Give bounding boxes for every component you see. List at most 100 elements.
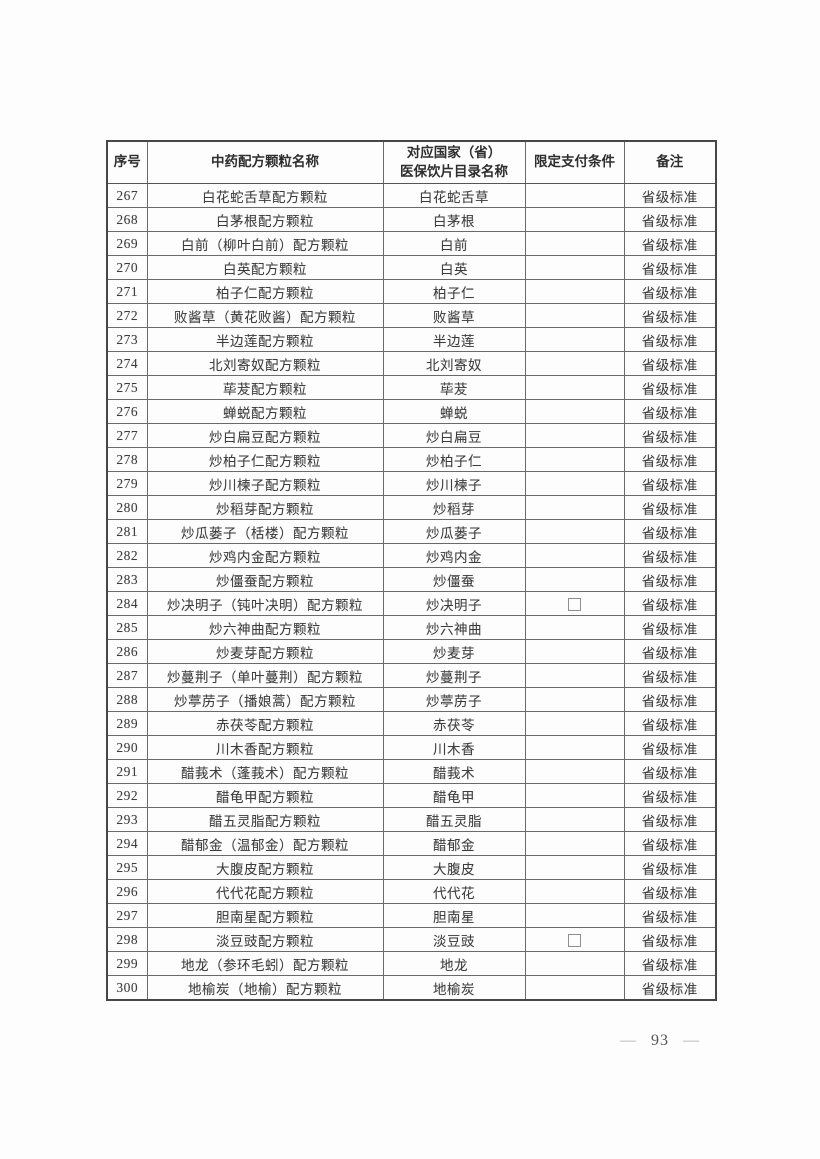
cell-index: 278	[106, 447, 148, 472]
cell-payment-condition	[524, 495, 625, 520]
cell-index: 282	[106, 543, 148, 568]
page-number-value: 93	[651, 1032, 669, 1049]
cell-payment-condition	[524, 975, 625, 1001]
cell-granule-name: 蝉蜕配方颗粒	[146, 399, 384, 424]
cell-granule-name: 大腹皮配方颗粒	[146, 855, 384, 880]
cell-payment-condition	[524, 615, 625, 640]
cell-note: 省级标准	[623, 423, 717, 448]
cell-index: 273	[106, 327, 148, 352]
table-row: 283 炒僵蚕配方颗粒 炒僵蚕 省级标准	[106, 567, 717, 592]
cell-granule-name: 炒葶苈子（播娘蒿）配方颗粒	[146, 687, 384, 712]
cell-index: 297	[106, 903, 148, 928]
cell-note: 省级标准	[623, 495, 717, 520]
cell-catalog-name: 荜茇	[382, 375, 526, 400]
cell-catalog-name: 炒麦芽	[382, 639, 526, 664]
cell-note: 省级标准	[623, 927, 717, 952]
cell-payment-condition	[524, 303, 625, 328]
cell-payment-condition	[524, 567, 625, 592]
cell-payment-condition	[524, 519, 625, 544]
cell-payment-condition	[524, 255, 625, 280]
cell-note: 省级标准	[623, 711, 717, 736]
cell-payment-condition	[524, 759, 625, 784]
cell-note: 省级标准	[623, 519, 717, 544]
cell-granule-name: 炒蔓荆子（单叶蔓荆）配方颗粒	[146, 663, 384, 688]
table-row: 282 炒鸡内金配方颗粒 炒鸡内金 省级标准	[106, 543, 717, 568]
cell-index: 289	[106, 711, 148, 736]
cell-granule-name: 醋莪术（蓬莪术）配方颗粒	[146, 759, 384, 784]
cell-catalog-name: 炒六神曲	[382, 615, 526, 640]
table-row: 277 炒白扁豆配方颗粒 炒白扁豆 省级标准	[106, 423, 717, 448]
cell-catalog-name: 地榆炭	[382, 975, 526, 1001]
cell-catalog-name: 炒白扁豆	[382, 423, 526, 448]
cell-index: 288	[106, 687, 148, 712]
cell-note: 省级标准	[623, 783, 717, 808]
cell-granule-name: 败酱草（黄花败酱）配方颗粒	[146, 303, 384, 328]
table-row: 280 炒稻芽配方颗粒 炒稻芽 省级标准	[106, 495, 717, 520]
page-number-dash-right: —	[683, 1032, 700, 1049]
cell-catalog-name: 蝉蜕	[382, 399, 526, 424]
table-row: 288 炒葶苈子（播娘蒿）配方颗粒 炒葶苈子 省级标准	[106, 687, 717, 712]
cell-catalog-name: 赤茯苓	[382, 711, 526, 736]
cell-note: 省级标准	[623, 759, 717, 784]
cell-granule-name: 醋龟甲配方颗粒	[146, 783, 384, 808]
table-row: 273 半边莲配方颗粒 半边莲 省级标准	[106, 327, 717, 352]
cell-index: 269	[106, 231, 148, 256]
table-row: 293 醋五灵脂配方颗粒 醋五灵脂 省级标准	[106, 807, 717, 832]
cell-catalog-name: 白花蛇舌草	[382, 183, 526, 208]
cell-catalog-name: 胆南星	[382, 903, 526, 928]
cell-index: 280	[106, 495, 148, 520]
table-row: 269 白前（柳叶白前）配方颗粒 白前 省级标准	[106, 231, 717, 256]
table-row: 285 炒六神曲配方颗粒 炒六神曲 省级标准	[106, 615, 717, 640]
cell-payment-condition	[524, 807, 625, 832]
table-row: 298 淡豆豉配方颗粒 淡豆豉 省级标准	[106, 927, 717, 952]
cell-granule-name: 炒瓜蒌子（栝楼）配方颗粒	[146, 519, 384, 544]
cell-note: 省级标准	[623, 351, 717, 376]
cell-catalog-name: 醋五灵脂	[382, 807, 526, 832]
cell-catalog-name: 炒蔓荆子	[382, 663, 526, 688]
cell-index: 267	[106, 183, 148, 208]
cell-payment-condition	[524, 423, 625, 448]
table-row: 271 柏子仁配方颗粒 柏子仁 省级标准	[106, 279, 717, 304]
cell-payment-condition	[524, 663, 625, 688]
cell-payment-condition	[524, 855, 625, 880]
checkbox-unchecked-icon	[568, 597, 581, 611]
cell-granule-name: 炒麦芽配方颗粒	[146, 639, 384, 664]
table-row: 300 地榆炭（地榆）配方颗粒 地榆炭 省级标准	[106, 975, 717, 1001]
column-header-catalog-name: 对应国家（省） 医保饮片目录名称	[382, 140, 526, 184]
cell-note: 省级标准	[623, 639, 717, 664]
cell-granule-name: 醋郁金（温郁金）配方颗粒	[146, 831, 384, 856]
checkbox-unchecked-icon	[568, 933, 581, 947]
cell-index: 284	[106, 591, 148, 616]
cell-note: 省级标准	[623, 303, 717, 328]
cell-catalog-name: 败酱草	[382, 303, 526, 328]
cell-index: 268	[106, 207, 148, 232]
cell-index: 285	[106, 615, 148, 640]
cell-payment-condition	[524, 711, 625, 736]
cell-index: 290	[106, 735, 148, 760]
cell-note: 省级标准	[623, 687, 717, 712]
cell-granule-name: 炒川楝子配方颗粒	[146, 471, 384, 496]
cell-granule-name: 炒白扁豆配方颗粒	[146, 423, 384, 448]
cell-granule-name: 炒稻芽配方颗粒	[146, 495, 384, 520]
cell-payment-condition	[524, 351, 625, 376]
cell-granule-name: 炒决明子（钝叶决明）配方颗粒	[146, 591, 384, 616]
cell-index: 272	[106, 303, 148, 328]
cell-granule-name: 淡豆豉配方颗粒	[146, 927, 384, 952]
cell-catalog-name: 炒川楝子	[382, 471, 526, 496]
table-header: 序号 中药配方颗粒名称 对应国家（省） 医保饮片目录名称 限定支付条件 备注	[106, 140, 717, 184]
cell-note: 省级标准	[623, 615, 717, 640]
table-row: 291 醋莪术（蓬莪术）配方颗粒 醋莪术 省级标准	[106, 759, 717, 784]
cell-note: 省级标准	[623, 735, 717, 760]
cell-note: 省级标准	[623, 255, 717, 280]
cell-note: 省级标准	[623, 591, 717, 616]
cell-payment-condition	[524, 447, 625, 472]
cell-granule-name: 白花蛇舌草配方颗粒	[146, 183, 384, 208]
cell-catalog-name: 淡豆豉	[382, 927, 526, 952]
cell-note: 省级标准	[623, 375, 717, 400]
cell-note: 省级标准	[623, 399, 717, 424]
cell-index: 283	[106, 567, 148, 592]
column-header-note: 备注	[623, 140, 717, 184]
cell-catalog-name: 半边莲	[382, 327, 526, 352]
cell-note: 省级标准	[623, 567, 717, 592]
cell-granule-name: 白英配方颗粒	[146, 255, 384, 280]
